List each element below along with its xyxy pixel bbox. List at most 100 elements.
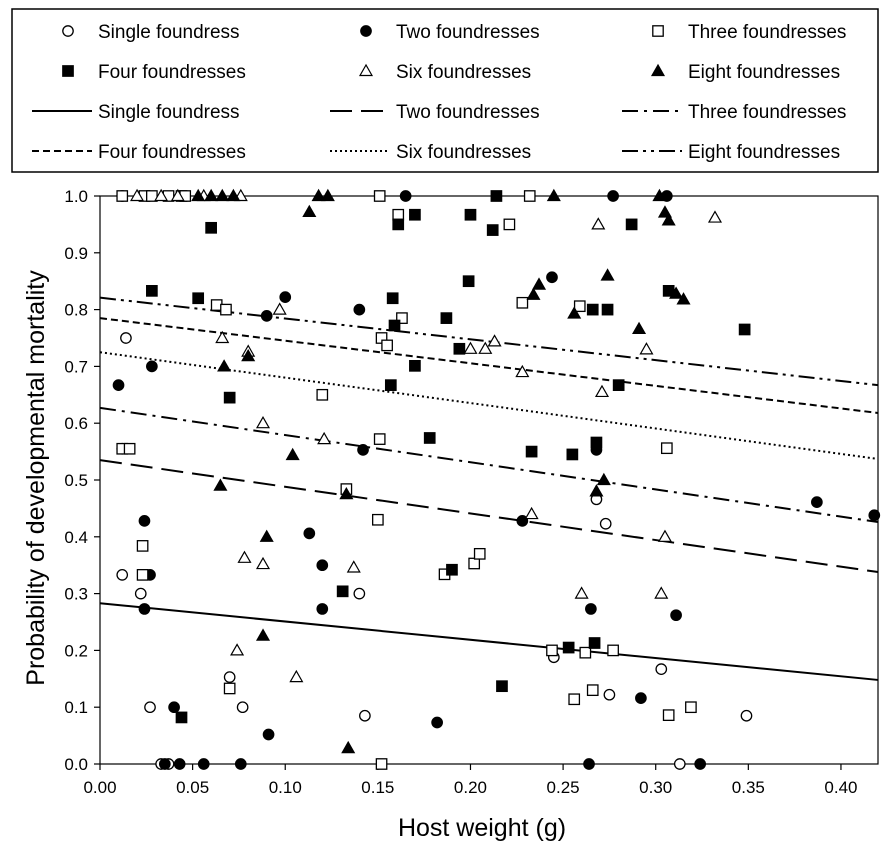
y-tick-label: 0.7 [64, 357, 88, 376]
data-point [496, 680, 508, 693]
data-point [661, 213, 676, 226]
data-point [409, 208, 421, 221]
legend-marker-triangle-open [358, 63, 374, 77]
data-point [262, 728, 275, 741]
data-point [685, 701, 697, 714]
data-point [588, 637, 601, 649]
fit-line-dotted [99, 351, 879, 460]
data-point [423, 432, 436, 444]
data-point [373, 190, 386, 202]
plot-area-frame [99, 195, 879, 765]
data-point [589, 484, 604, 497]
data-point [566, 448, 579, 461]
legend-marker-circle-open [62, 25, 74, 37]
data-point [546, 271, 558, 284]
data-point [316, 388, 329, 401]
data-point [487, 334, 502, 347]
data-point [311, 188, 326, 202]
data-point [154, 188, 169, 202]
fit-line-longdash [99, 459, 879, 574]
y-tick-label: 0.0 [64, 755, 88, 774]
legend-label: Six foundresses [396, 62, 531, 83]
data-point [516, 296, 529, 309]
data-point [583, 758, 595, 770]
data-point [409, 359, 421, 372]
series-two-foundresses [112, 190, 881, 770]
data-point [223, 671, 236, 683]
data-point [652, 188, 667, 202]
data-point [740, 709, 753, 722]
data-point [523, 190, 536, 202]
data-point [123, 442, 136, 455]
data-point [357, 444, 369, 456]
data-point [136, 540, 149, 552]
data-point [486, 224, 499, 236]
data-point [607, 644, 619, 657]
data-point [381, 339, 393, 352]
legend-label: Three foundresses [688, 102, 846, 123]
data-point [599, 517, 612, 530]
data-point [146, 360, 158, 373]
data-point [168, 701, 180, 714]
data-point [531, 277, 547, 290]
data-point [237, 550, 252, 563]
data-point [359, 709, 371, 722]
data-point [635, 692, 647, 704]
data-point [144, 701, 156, 714]
data-point [600, 268, 615, 281]
data-point [585, 603, 597, 615]
data-point [191, 188, 206, 202]
data-point [116, 190, 129, 202]
data-point [192, 292, 205, 305]
legend-label: Four foundresses [98, 142, 246, 163]
y-tick-label: 0.9 [64, 244, 88, 263]
legend-marker-square-filled [62, 65, 74, 77]
data-point [158, 758, 171, 770]
data-point [339, 486, 354, 500]
series-six-foundresses [130, 188, 723, 683]
data-point [601, 303, 614, 316]
data-point [660, 442, 673, 455]
data-point [590, 436, 603, 449]
data-point [213, 478, 228, 491]
legend: Single foundress Two foundresses Three fou… [11, 8, 879, 173]
data-point [574, 586, 589, 599]
data-point [226, 188, 241, 202]
data-point [302, 204, 317, 218]
data-point [573, 300, 586, 313]
fit-line-shortdash [99, 317, 879, 414]
data-point [707, 210, 723, 223]
legend-marker-square-open [652, 25, 664, 37]
x-tick-label: 0.25 [547, 778, 580, 797]
data-point [567, 306, 582, 319]
data-point [468, 557, 481, 570]
data-point [669, 286, 684, 299]
data-point [462, 275, 475, 288]
legend-marker-circle-filled [360, 25, 372, 37]
legend-label: Two foundresses [396, 22, 540, 43]
data-point [591, 217, 606, 230]
y-tick-label: 1.0 [64, 187, 88, 206]
data-point [586, 303, 599, 316]
data-point [255, 415, 271, 429]
legend-label: Single foundress [98, 102, 240, 123]
legend-box [11, 8, 879, 173]
data-point [524, 506, 539, 520]
data-point [632, 321, 647, 335]
data-point [516, 515, 529, 527]
data-point [464, 208, 477, 221]
data-point [662, 709, 675, 722]
y-axis-title: Probability of developmental mortality [22, 270, 50, 686]
data-point [811, 496, 823, 509]
data-point [303, 527, 316, 540]
data-point [738, 323, 751, 336]
legend-label: Eight foundresses [688, 62, 840, 83]
data-point [607, 190, 619, 202]
data-point [170, 188, 185, 202]
data-point [373, 433, 386, 445]
series-three-foundresses [116, 190, 697, 770]
data-point [503, 218, 516, 231]
data-point [341, 740, 356, 754]
y-tick-label: 0.4 [64, 528, 88, 547]
x-tick-label: 0.05 [176, 778, 209, 797]
